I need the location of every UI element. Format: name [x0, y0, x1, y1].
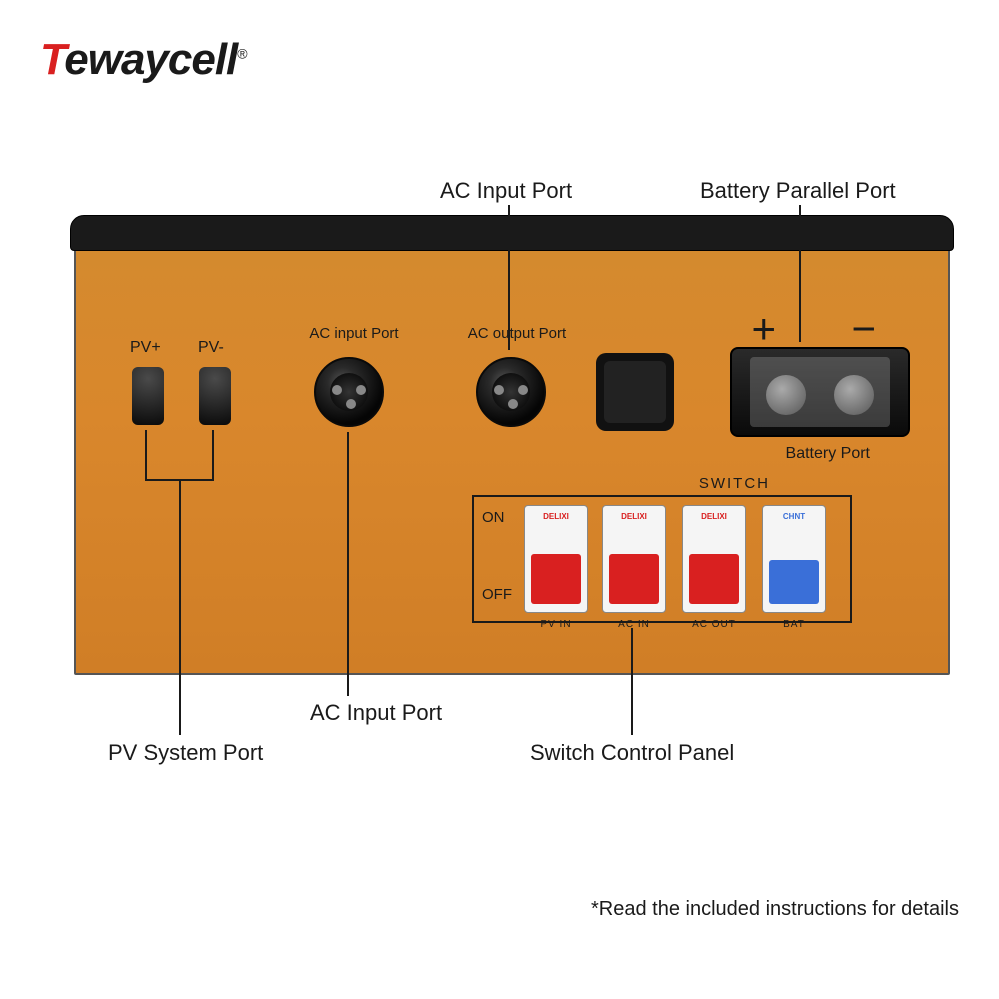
- breaker-toggle: [769, 560, 819, 604]
- logo-rest: ewaycell: [64, 35, 237, 84]
- breaker-label: PV IN: [525, 619, 587, 630]
- breaker-brand: DELIXI: [603, 512, 665, 521]
- callout-switch-control: Switch Control Panel: [530, 740, 734, 766]
- device-top-bezel: [70, 215, 954, 251]
- ac-input-port: [314, 357, 384, 427]
- switch-off-label: OFF: [482, 586, 512, 603]
- callout-ac-input-bottom: AC Input Port: [310, 700, 442, 726]
- breaker-toggle: [531, 554, 581, 604]
- callout-pv-system: PV System Port: [108, 740, 263, 766]
- battery-terminal-plus: [766, 375, 806, 415]
- battery-parallel-port: [730, 347, 910, 437]
- breaker-brand: DELIXI: [683, 512, 745, 521]
- pv-plus-label: PV+: [130, 339, 161, 357]
- breaker-pv-in: DELIXIPV IN: [524, 505, 588, 613]
- breaker-label: BAT: [763, 619, 825, 630]
- breaker-label: AC IN: [603, 619, 665, 630]
- breaker-bat: CHNTBAT: [762, 505, 826, 613]
- battery-terminal-minus: [834, 375, 874, 415]
- battery-plus-sign: +: [751, 305, 776, 353]
- breaker-brand: DELIXI: [525, 512, 587, 521]
- registered-mark: ®: [237, 45, 246, 61]
- breaker-brand: CHNT: [763, 512, 825, 521]
- breaker-toggle: [609, 554, 659, 604]
- pv-plus-port: [132, 367, 164, 425]
- ac-input-label: AC input Port: [304, 325, 404, 342]
- footnote: *Read the included instructions for deta…: [591, 898, 959, 921]
- logo-accent: T: [40, 35, 64, 84]
- breaker-toggle: [689, 554, 739, 604]
- breaker-label: AC OUT: [683, 619, 745, 630]
- device-panel: PV+ PV- AC input Port AC output Port + −…: [74, 245, 950, 675]
- switch-title: SWITCH: [699, 475, 770, 492]
- ac-output-label: AC output Port: [462, 325, 572, 342]
- breaker-ac-out: DELIXIAC OUT: [682, 505, 746, 613]
- pv-minus-port: [199, 367, 231, 425]
- callout-ac-input-top: AC Input Port: [440, 178, 572, 204]
- breaker-ac-in: DELIXIAC IN: [602, 505, 666, 613]
- brand-logo: Tewaycell®: [40, 35, 247, 85]
- pv-minus-label: PV-: [198, 339, 224, 357]
- switch-on-label: ON: [482, 509, 505, 526]
- battery-minus-sign: −: [851, 305, 876, 353]
- battery-port-label: Battery Port: [786, 445, 870, 463]
- callout-battery-parallel: Battery Parallel Port: [700, 178, 896, 204]
- power-socket: [596, 353, 674, 431]
- ac-output-port: [476, 357, 546, 427]
- switch-control-panel: SWITCH ON OFF DELIXIPV INDELIXIAC INDELI…: [472, 495, 852, 623]
